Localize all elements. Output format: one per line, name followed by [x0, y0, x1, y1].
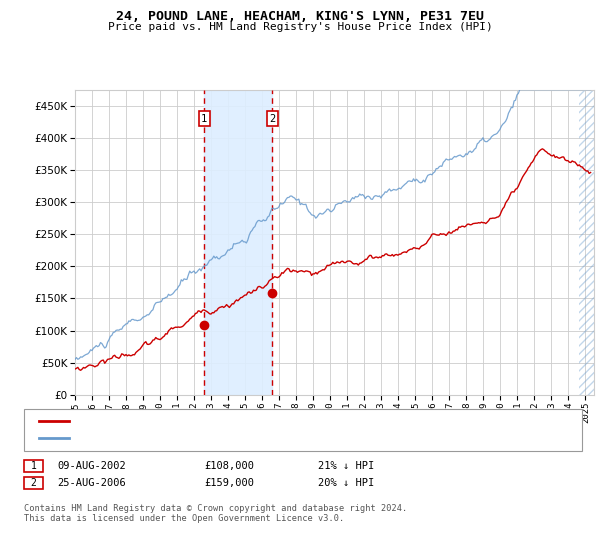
Text: 25-AUG-2006: 25-AUG-2006 [57, 478, 126, 488]
Text: 24, POUND LANE, HEACHAM, KING'S LYNN, PE31 7EU (detached house): 24, POUND LANE, HEACHAM, KING'S LYNN, PE… [73, 416, 443, 426]
Text: Price paid vs. HM Land Registry's House Price Index (HPI): Price paid vs. HM Land Registry's House … [107, 22, 493, 32]
Bar [578, 90, 594, 395]
Text: 1: 1 [31, 461, 37, 471]
Text: Contains HM Land Registry data © Crown copyright and database right 2024.
This d: Contains HM Land Registry data © Crown c… [24, 504, 407, 524]
Text: 21% ↓ HPI: 21% ↓ HPI [318, 461, 374, 471]
Text: HPI: Average price, detached house, King's Lynn and West Norfolk: HPI: Average price, detached house, King… [73, 433, 449, 443]
Text: £159,000: £159,000 [204, 478, 254, 488]
Text: 2: 2 [31, 478, 37, 488]
Text: 20% ↓ HPI: 20% ↓ HPI [318, 478, 374, 488]
Bar [205, 90, 272, 395]
Text: 24, POUND LANE, HEACHAM, KING'S LYNN, PE31 7EU: 24, POUND LANE, HEACHAM, KING'S LYNN, PE… [116, 10, 484, 23]
Text: 2: 2 [269, 114, 275, 124]
Text: 1: 1 [201, 114, 208, 124]
Text: 09-AUG-2002: 09-AUG-2002 [57, 461, 126, 471]
Text: £108,000: £108,000 [204, 461, 254, 471]
